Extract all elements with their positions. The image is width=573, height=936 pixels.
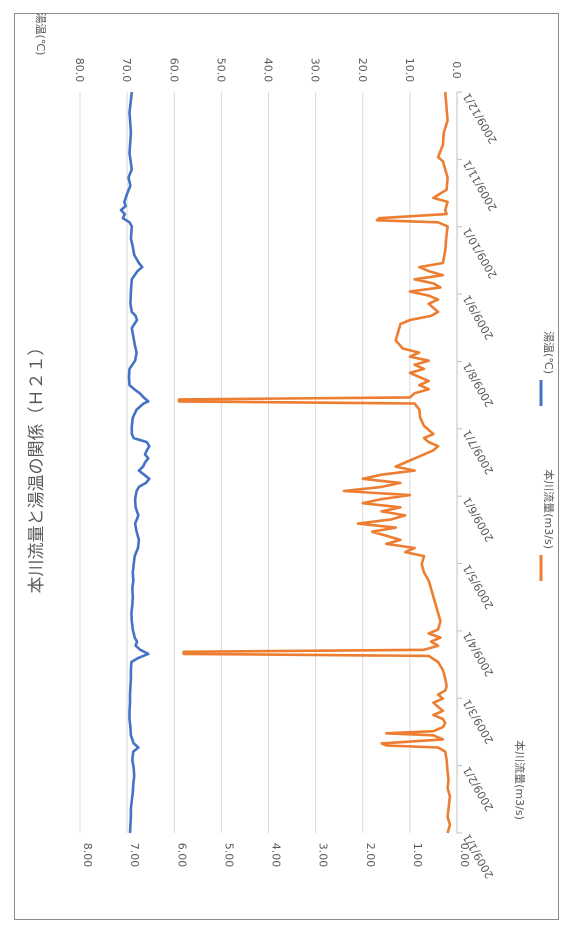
y-left-tick-label: 6.00: [175, 843, 188, 868]
y-left-tick-label: 8.00: [81, 843, 94, 868]
y-right-tick-label: 40.0: [262, 58, 275, 83]
y-left-tick-label: 0.00: [458, 843, 471, 868]
y-right-tick-label: 70.0: [120, 58, 133, 83]
y-left-tick-label: 1.00: [411, 843, 424, 868]
chart-border: [14, 13, 559, 920]
legend-label-0: 本川流量(m3/s): [542, 469, 556, 549]
y-right-tick-label: 50.0: [214, 58, 227, 83]
legend-label-1: 湯温(℃): [542, 331, 555, 374]
series-line-0: [177, 91, 452, 834]
y-left-tick-label: 5.00: [222, 843, 235, 868]
series-layer: [119, 91, 452, 834]
y-right-tick-label: 80.0: [73, 58, 86, 83]
chart-title: 本川流量と湯温の関係（Ｈ２１）: [27, 339, 47, 594]
y-right-axis-title: 湯温(℃): [34, 13, 47, 56]
y-right-tick-label: 30.0: [309, 58, 322, 83]
y-left-tick-label: 3.00: [317, 843, 330, 868]
y-left-tick-label: 4.00: [270, 843, 283, 868]
y-left-axis-title: 本川流量(m3/s): [513, 740, 527, 820]
y-right-tick-label: 10.0: [403, 58, 416, 83]
y-left-tick-label: 2.00: [364, 843, 377, 868]
series-line-1: [119, 91, 151, 834]
y-right-tick-label: 0.0: [450, 61, 463, 79]
y-right-tick-label: 60.0: [167, 58, 180, 83]
y-left-tick-label: 7.00: [128, 843, 141, 868]
y-right-tick-label: 20.0: [356, 58, 369, 83]
